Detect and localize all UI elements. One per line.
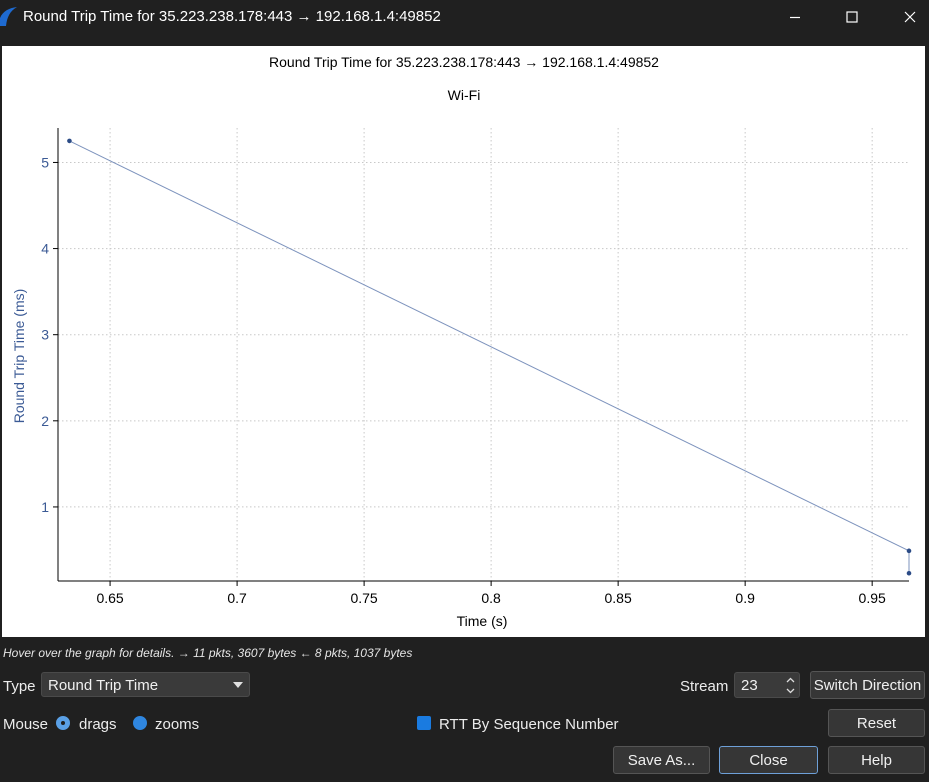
stream-spinbox[interactable]: 23 bbox=[734, 672, 800, 698]
window-title: Round Trip Time for 35.223.238.178:443 →… bbox=[23, 8, 441, 25]
chevron-up-icon bbox=[786, 677, 795, 682]
maximize-icon bbox=[846, 10, 858, 23]
chart-subtitle: Wi-Fi bbox=[448, 87, 481, 103]
type-select-value: Round Trip Time bbox=[48, 677, 159, 694]
reset-button[interactable]: Reset bbox=[828, 709, 925, 737]
stream-label: Stream bbox=[680, 678, 729, 695]
chart-title: Round Trip Time for 35.223.238.178:443 →… bbox=[269, 54, 659, 70]
rtt-data-point[interactable] bbox=[906, 570, 912, 576]
y-tick-label: 3 bbox=[41, 327, 49, 343]
title-bar: Round Trip Time for 35.223.238.178:443 →… bbox=[0, 0, 929, 33]
series bbox=[67, 138, 912, 576]
rtt-plot[interactable]: Round Trip Time for 35.223.238.178:443 →… bbox=[2, 46, 925, 637]
grid bbox=[58, 128, 909, 581]
y-tick-label: 4 bbox=[41, 241, 49, 257]
y-tick-label: 1 bbox=[41, 499, 49, 515]
drags-radio[interactable] bbox=[56, 716, 70, 730]
chevron-down-icon bbox=[786, 688, 795, 693]
stream-value: 23 bbox=[741, 677, 758, 694]
type-select[interactable]: Round Trip Time bbox=[41, 672, 250, 697]
x-tick-label: 0.9 bbox=[735, 590, 755, 606]
zooms-label: zooms bbox=[155, 716, 200, 733]
minimize-button[interactable] bbox=[772, 0, 818, 33]
rtt-by-sequence-checkbox[interactable] bbox=[417, 716, 431, 730]
close-button[interactable]: Close bbox=[719, 746, 818, 774]
spin-up-button[interactable] bbox=[783, 674, 798, 685]
chevron-down-icon bbox=[233, 682, 243, 688]
close-window-button[interactable] bbox=[887, 0, 929, 33]
rtt-data-point[interactable] bbox=[906, 548, 912, 554]
x-tick-label: 0.85 bbox=[605, 590, 632, 606]
hover-hint: Hover over the graph for details. → 11 p… bbox=[3, 646, 413, 660]
rtt-by-sequence-label: RTT By Sequence Number bbox=[439, 716, 619, 733]
type-label: Type bbox=[3, 678, 36, 695]
save-as-button[interactable]: Save As... bbox=[613, 746, 710, 774]
y-tick-label: 2 bbox=[41, 413, 49, 429]
axes: 0.65 0.7 0.75 0.8 0.85 0.9 0.95 1 2 3 4 5 bbox=[41, 128, 909, 606]
y-tick-label: 5 bbox=[41, 154, 49, 170]
mouse-label: Mouse bbox=[3, 716, 49, 733]
rtt-chart[interactable]: Round Trip Time for 35.223.238.178:443 →… bbox=[2, 46, 925, 637]
minimize-icon bbox=[790, 16, 800, 18]
wireshark-fin-icon bbox=[0, 7, 17, 26]
x-tick-label: 0.65 bbox=[96, 590, 123, 606]
spin-down-button[interactable] bbox=[783, 685, 798, 696]
x-axis-label: Time (s) bbox=[457, 613, 508, 629]
x-tick-label: 0.8 bbox=[481, 590, 501, 606]
maximize-button[interactable] bbox=[829, 0, 875, 33]
rtt-series-line bbox=[69, 140, 910, 574]
help-button[interactable]: Help bbox=[828, 746, 925, 774]
x-tick-label: 0.95 bbox=[859, 590, 886, 606]
switch-direction-button[interactable]: Switch Direction bbox=[810, 671, 925, 699]
close-icon bbox=[904, 11, 916, 22]
y-axis-label: Round Trip Time (ms) bbox=[11, 289, 27, 424]
x-tick-label: 0.7 bbox=[227, 590, 247, 606]
rtt-data-point[interactable] bbox=[67, 138, 72, 144]
drags-label: drags bbox=[79, 716, 117, 733]
zooms-radio[interactable] bbox=[133, 716, 147, 730]
x-tick-label: 0.75 bbox=[350, 590, 377, 606]
